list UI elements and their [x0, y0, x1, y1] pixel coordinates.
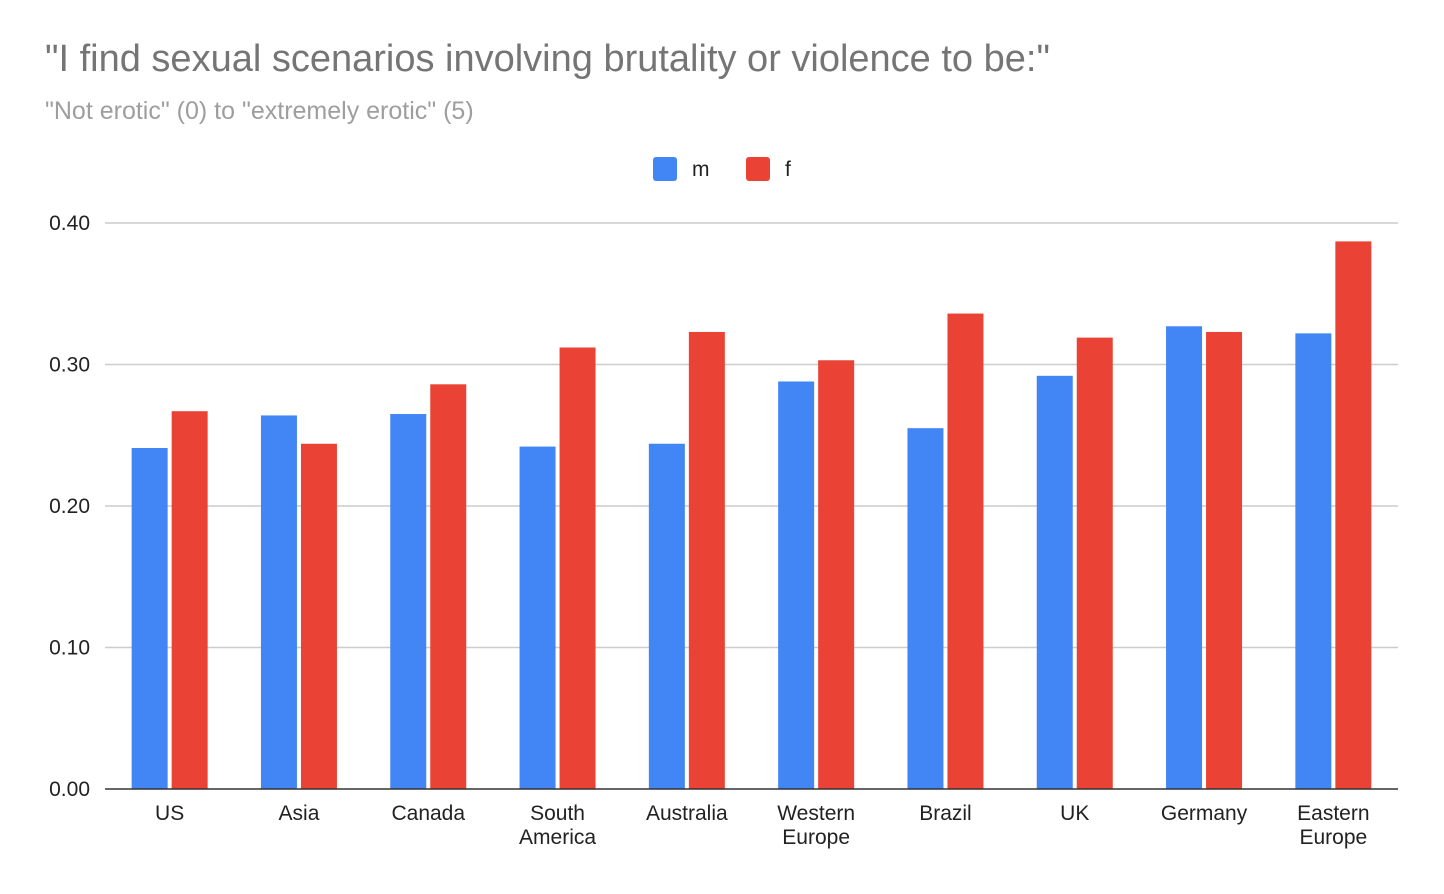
- y-axis-ticks: 0.00 0.10 0.20 0.30 0.40: [49, 212, 90, 801]
- bars: [131, 241, 1372, 789]
- legend-swatch-m: [653, 157, 677, 181]
- grid-lines: [105, 222, 1398, 649]
- bar-f-western-europe: [818, 360, 855, 789]
- y-tick-label: 0.00: [49, 778, 90, 801]
- bar-f-uk: [1076, 337, 1113, 789]
- y-tick-label: 0.30: [49, 354, 90, 377]
- legend-label-m: m: [692, 158, 710, 181]
- y-tick-label: 0.40: [49, 212, 90, 235]
- bar-m-asia: [260, 415, 297, 789]
- x-category-label-line: Europe: [1299, 826, 1367, 849]
- x-category-label-line: America: [519, 826, 596, 849]
- y-tick-label: 0.10: [49, 637, 90, 660]
- bar-m-uk: [1036, 375, 1073, 789]
- bar-f-brazil: [947, 313, 984, 789]
- x-category-label: Brazil: [919, 802, 972, 825]
- bar-f-us: [171, 411, 208, 789]
- x-category-label-line: Canada: [391, 802, 465, 825]
- legend-swatch-f: [746, 157, 770, 181]
- x-category-label: Germany: [1161, 802, 1248, 825]
- chart-title: "I find sexual scenarios involving bruta…: [45, 38, 1050, 80]
- bar-m-eastern-europe: [1295, 333, 1332, 789]
- x-axis-labels: US Asia Canada South America Australia Western…: [155, 802, 1369, 849]
- chart-subtitle: "Not erotic" (0) to "extremely erotic" (…: [45, 97, 474, 125]
- bar-f-eastern-europe: [1335, 241, 1372, 789]
- bar-f-australia: [688, 331, 725, 789]
- x-category-label-line: Germany: [1161, 802, 1248, 825]
- x-category-label-line: US: [155, 802, 184, 825]
- x-category-label-line: Western: [777, 802, 855, 825]
- bar-m-australia: [648, 443, 685, 789]
- bar-m-us: [131, 447, 168, 789]
- y-tick-label: 0.20: [49, 495, 90, 518]
- x-category-label: South America: [519, 802, 596, 849]
- x-category-label-line: Brazil: [919, 802, 972, 825]
- x-category-label-line: Eastern: [1297, 802, 1369, 825]
- bar-m-canada: [390, 414, 427, 789]
- x-category-label-line: UK: [1060, 802, 1089, 825]
- x-category-label-line: Australia: [646, 802, 728, 825]
- x-category-label: US: [155, 802, 184, 825]
- bar-m-western-europe: [778, 381, 815, 789]
- x-category-label: UK: [1060, 802, 1089, 825]
- x-category-label-line: Asia: [279, 802, 320, 825]
- bar-f-south-america: [559, 347, 596, 789]
- x-category-label-line: South: [530, 802, 585, 825]
- legend-label-f: f: [785, 158, 791, 181]
- bar-f-asia: [300, 443, 337, 789]
- bar-m-brazil: [907, 428, 944, 789]
- bar-f-germany: [1206, 331, 1243, 789]
- x-category-label: Australia: [646, 802, 728, 825]
- x-category-label: Canada: [391, 802, 465, 825]
- x-category-label: Eastern Europe: [1297, 802, 1369, 849]
- bar-m-south-america: [519, 446, 556, 789]
- bar-f-canada: [430, 384, 467, 789]
- bar-m-germany: [1166, 326, 1203, 789]
- x-category-label: Western Europe: [777, 802, 855, 849]
- x-category-label-line: Europe: [782, 826, 850, 849]
- x-category-label: Asia: [279, 802, 320, 825]
